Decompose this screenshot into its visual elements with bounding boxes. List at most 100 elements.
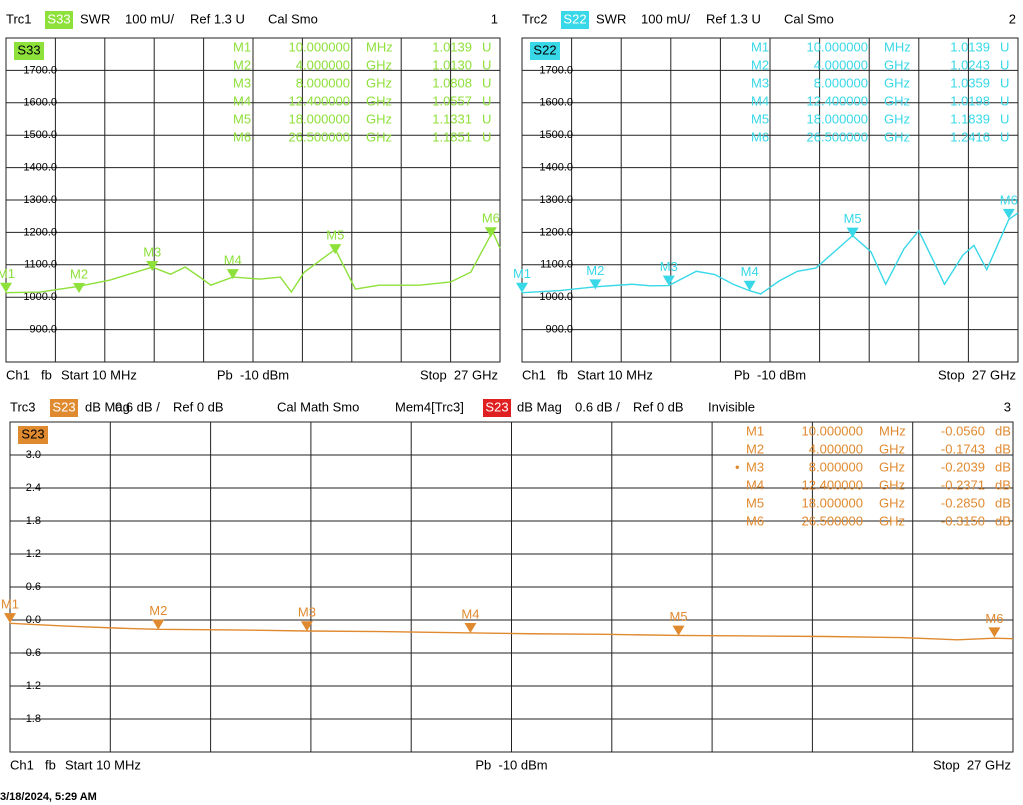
header-number: 2 <box>1009 11 1016 26</box>
marker-stimulus: 18.000000 <box>289 111 350 126</box>
marker-response: -0.2039 <box>941 459 985 474</box>
marker-stimulus: 12.400000 <box>289 93 350 108</box>
marker-label: M2 <box>70 266 88 281</box>
y-tick-label: 900.0 <box>545 324 573 336</box>
marker-stimulus-unit: GHz <box>884 129 910 144</box>
y-tick-label: 1700.0 <box>539 64 573 76</box>
marker-name: M3 <box>751 75 769 90</box>
marker-unit: U <box>1000 75 1009 90</box>
marker-label: M3 <box>298 605 316 620</box>
header-param-bg <box>45 11 73 29</box>
marker-name: M5 <box>751 111 769 126</box>
header-scale: 0.6 dB / <box>115 399 160 414</box>
footer-stop: Stop 27 GHz <box>933 757 1011 772</box>
header-ref: Ref 1.3 U <box>706 11 761 26</box>
marker-unit: dB <box>995 459 1011 474</box>
marker-stimulus: 26.500000 <box>802 513 863 528</box>
marker-response: -0.3150 <box>941 513 985 528</box>
marker-stimulus: 26.500000 <box>807 129 868 144</box>
marker-name: M1 <box>751 39 769 54</box>
marker <box>226 269 239 280</box>
marker-stimulus-unit: GHz <box>884 111 910 126</box>
marker-label: M4 <box>461 606 479 621</box>
header-number: 3 <box>1004 399 1011 414</box>
marker-stimulus: 12.400000 <box>807 93 868 108</box>
marker-label: M5 <box>844 211 862 226</box>
header-mem_ref: Ref 0 dB <box>633 399 684 414</box>
marker-response: 1.0139 <box>950 39 990 54</box>
marker-stimulus-unit: GHz <box>884 57 910 72</box>
marker-label: M3 <box>660 259 678 274</box>
marker-name: M5 <box>746 495 764 510</box>
marker-name: M2 <box>746 441 764 456</box>
y-tick-label: 1000.0 <box>23 291 57 303</box>
marker-stimulus: 26.500000 <box>289 129 350 144</box>
footer-sweep: fb <box>557 367 568 382</box>
marker-stimulus: 4.000000 <box>809 441 863 456</box>
y-tick-label: 1.2 <box>26 548 41 560</box>
y-tick-label: 1500.0 <box>539 129 573 141</box>
marker <box>672 625 685 636</box>
marker <box>743 280 756 291</box>
marker-stimulus: 8.000000 <box>809 459 863 474</box>
footer-power: Pb -10 dBm <box>217 367 289 382</box>
header-scale: 100 mU/ <box>125 11 175 26</box>
marker-label: M6 <box>985 611 1003 626</box>
marker-name: M6 <box>751 129 769 144</box>
marker-stimulus: 12.400000 <box>802 477 863 492</box>
trace <box>521 212 1019 295</box>
y-tick-label: 1600.0 <box>23 97 57 109</box>
marker-unit: dB <box>995 423 1011 438</box>
marker-name: M2 <box>751 57 769 72</box>
header-param: S23 <box>52 399 75 414</box>
y-tick-label: -1.2 <box>22 680 41 692</box>
trace-label-bg <box>530 42 560 60</box>
y-tick-label: 0.0 <box>26 614 41 626</box>
marker-response: 1.0243 <box>950 57 990 72</box>
header-number: 1 <box>491 11 498 26</box>
marker-response: 1.2416 <box>950 129 990 144</box>
marker-label: M3 <box>143 244 161 259</box>
marker-name: M2 <box>233 57 251 72</box>
header-ref: Ref 0 dB <box>173 399 224 414</box>
marker-unit: U <box>482 39 491 54</box>
marker <box>329 244 342 255</box>
header-param-bg <box>561 11 589 29</box>
y-tick-label: 1100.0 <box>24 259 57 271</box>
trace-label-bg <box>14 42 44 60</box>
marker-label: M1 <box>1 597 19 612</box>
y-tick-label: 1200.0 <box>23 226 57 238</box>
header-mem_scale: 0.6 dB / <box>575 399 620 414</box>
footer-sweep: fb <box>41 367 52 382</box>
marker-unit: U <box>482 75 491 90</box>
footer-channel: Ch1 <box>6 367 30 382</box>
marker <box>516 282 528 293</box>
marker <box>146 261 159 272</box>
marker-unit: U <box>482 111 491 126</box>
marker-name: M1 <box>233 39 251 54</box>
marker <box>988 627 1001 638</box>
header-mem-param-bg <box>483 399 511 417</box>
footer-channel: Ch1 <box>522 367 546 382</box>
header-trace: Trc2 <box>522 11 548 26</box>
marker-stimulus: 10.000000 <box>289 39 350 54</box>
y-tick-label: -1.8 <box>22 713 41 725</box>
marker-response: 1.1331 <box>432 111 472 126</box>
marker-stimulus-unit: GHz <box>879 477 905 492</box>
marker <box>300 621 313 632</box>
y-tick-label: 1.8 <box>26 515 41 527</box>
marker-label: M2 <box>586 263 604 278</box>
y-tick-label: 1300.0 <box>539 194 573 206</box>
y-tick-label: 1600.0 <box>539 97 573 109</box>
marker-response: 1.1851 <box>432 129 472 144</box>
header-param: S33 <box>47 11 70 26</box>
marker-stimulus-unit: GHz <box>366 111 392 126</box>
marker-label: M4 <box>224 253 242 268</box>
marker-unit: U <box>482 57 491 72</box>
header-format: SWR <box>596 11 626 26</box>
footer-stop: Stop 27 GHz <box>420 367 498 382</box>
marker-stimulus: 18.000000 <box>802 495 863 510</box>
y-tick-label: 1200.0 <box>539 226 573 238</box>
marker-name: M5 <box>233 111 251 126</box>
